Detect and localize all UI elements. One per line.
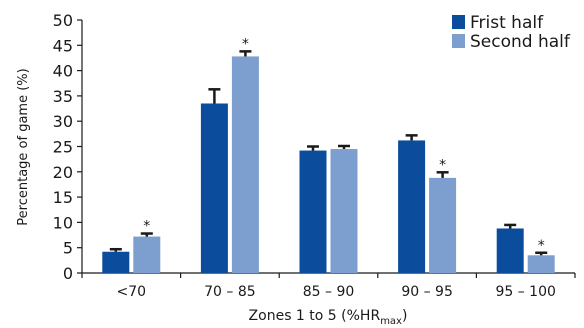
bar-first-half xyxy=(398,140,426,273)
y-tick-label: 20 xyxy=(53,163,73,182)
x-tick-label: 70 – 85 xyxy=(204,284,256,300)
bar-second-half xyxy=(527,255,555,273)
y-axis: 0 5 10 15 20 25 30 35 40 45 50 xyxy=(53,11,83,283)
significance-marker: * xyxy=(538,238,545,254)
bar-first-half xyxy=(102,251,130,273)
bar-first-half xyxy=(299,150,327,273)
y-tick-label: 5 xyxy=(63,239,73,258)
bar-first-half xyxy=(200,103,228,274)
y-tick-label: 45 xyxy=(53,36,73,55)
y-tick-label: 0 xyxy=(63,264,73,283)
y-tick-label: 50 xyxy=(53,11,73,30)
bar-second-half xyxy=(133,236,161,273)
legend-swatch xyxy=(452,34,465,48)
y-axis-label: Percentage of game (%) xyxy=(16,68,31,225)
x-axis: <70 70 – 85 85 – 90 90 – 95 95 – 100 xyxy=(81,272,576,300)
y-tick-label: 25 xyxy=(53,138,73,157)
significance-marker: * xyxy=(242,36,249,52)
x-tick-label: 95 – 100 xyxy=(495,284,555,300)
y-tick-label: 15 xyxy=(53,188,73,207)
x-axis-label: Zones 1 to 5 (%HRmax) xyxy=(249,308,408,327)
y-tick-label: 35 xyxy=(53,87,73,106)
bar-first-half xyxy=(496,228,524,273)
x-tick-label: 90 – 95 xyxy=(401,284,453,300)
y-tick-label: 30 xyxy=(53,112,73,131)
legend-label: Frist half xyxy=(470,13,544,33)
significance-marker: * xyxy=(439,157,446,173)
y-tick-label: 10 xyxy=(53,213,73,232)
legend-swatch xyxy=(452,15,465,29)
bars: * * * * xyxy=(102,36,555,274)
x-axis-label-subscript: max xyxy=(380,316,402,327)
y-tick-label: 40 xyxy=(53,62,73,81)
bar-second-half xyxy=(330,149,358,273)
x-tick-label: <70 xyxy=(117,284,147,300)
x-axis-label-close: ) xyxy=(402,308,407,324)
x-axis-label-main: Zones 1 to 5 (%HR xyxy=(249,308,381,324)
legend-label: Second half xyxy=(470,32,571,52)
significance-marker: * xyxy=(143,219,150,235)
bar-second-half xyxy=(429,177,457,273)
bar-second-half xyxy=(231,56,259,273)
x-tick-label: 85 – 90 xyxy=(303,284,355,300)
